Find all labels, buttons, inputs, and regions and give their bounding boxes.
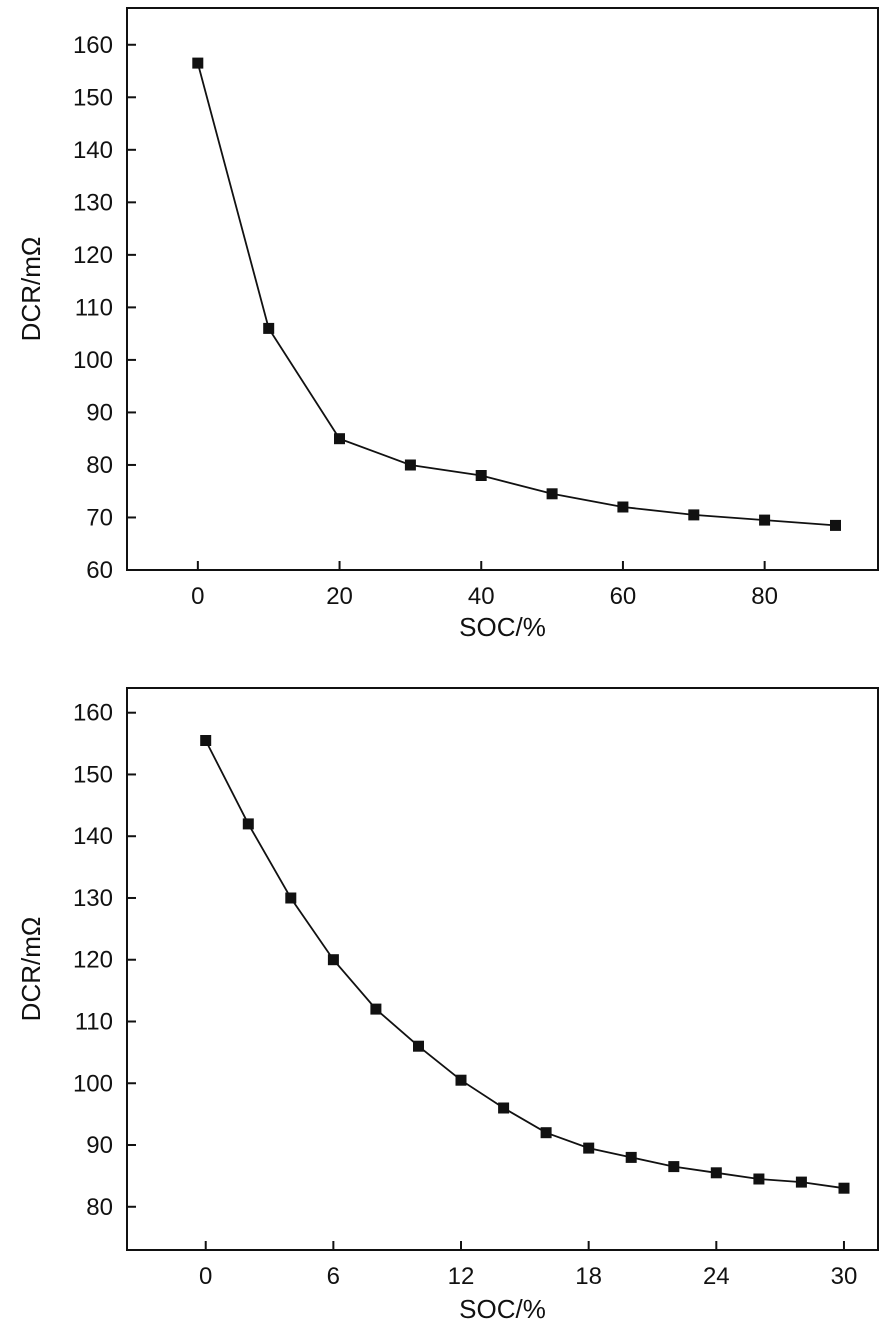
x-tick-label: 40 (468, 583, 495, 610)
y-tick-label: 150 (73, 761, 113, 788)
data-point-marker (413, 1040, 424, 1052)
data-point-marker (583, 1142, 595, 1154)
y-tick-label: 80 (86, 452, 113, 479)
data-point-marker (625, 1151, 637, 1163)
y-tick-label: 120 (73, 242, 113, 269)
data-point-marker (759, 514, 771, 526)
y-axis-title: DCR/mΩ (16, 237, 46, 342)
data-point-marker (546, 488, 558, 500)
plot-frame (126, 687, 879, 1251)
data-point-marker (370, 1003, 382, 1015)
data-point-marker (668, 1161, 680, 1173)
chart-dcr-vs-soc-low-range-svg: 0 6 12 18 24 30 80 90 100 110 120 130 140 150 160 SOC/%… (16, 687, 879, 1324)
x-tick-label: 12 (448, 1263, 475, 1290)
y-axis-ticks: 60 70 80 90 100 110 120 130 140 150 160 (73, 32, 136, 584)
data-point-marker (475, 470, 487, 481)
data-series-line (196, 62, 836, 527)
data-point-marker (688, 509, 700, 521)
x-tick-label: 18 (575, 1263, 602, 1290)
y-tick-label: 140 (73, 137, 113, 164)
y-tick-label: 70 (86, 504, 113, 531)
data-point-marker (200, 735, 212, 746)
x-tick-label: 24 (703, 1263, 730, 1290)
y-tick-label: 120 (73, 947, 113, 974)
y-tick-label: 90 (86, 399, 113, 426)
y-tick-label: 110 (75, 1008, 113, 1035)
data-series-markers (200, 735, 850, 1194)
y-tick-label: 160 (73, 32, 113, 59)
data-point-marker (617, 501, 629, 513)
chart-dcr-vs-soc-low-range: 0 6 12 18 24 30 80 90 100 110 120 130 140 150 160 SOC/%… (0, 652, 886, 1333)
data-point-marker (753, 1173, 765, 1185)
data-point-marker (404, 459, 416, 471)
y-axis-title: DCR/mΩ (16, 917, 46, 1022)
y-tick-label: 130 (73, 885, 113, 912)
data-point-marker (327, 954, 339, 966)
data-point-marker (710, 1167, 722, 1179)
y-tick-label: 100 (73, 1070, 113, 1097)
data-point-marker (498, 1102, 510, 1114)
x-tick-label: 60 (610, 583, 637, 610)
x-tick-label: 30 (831, 1263, 858, 1290)
data-series-line (204, 740, 845, 1190)
y-tick-label: 110 (75, 294, 113, 321)
x-axis-ticks: 0 6 12 18 24 30 (199, 1241, 857, 1290)
chart-dcr-vs-soc-full-range: 0 20 40 60 80 60 70 80 90 100 110 120 130 140 150 160 SO… (0, 0, 886, 652)
data-point-marker (192, 57, 204, 69)
x-tick-label: 6 (327, 1263, 340, 1290)
y-axis-ticks: 80 90 100 110 120 130 140 150 160 (73, 700, 136, 1221)
data-point-marker (285, 892, 297, 904)
y-tick-label: 160 (73, 700, 113, 727)
data-point-marker (838, 1182, 850, 1194)
data-point-marker (263, 322, 275, 334)
y-tick-label: 140 (73, 823, 113, 850)
data-point-marker (455, 1074, 467, 1086)
x-tick-label: 20 (326, 583, 353, 610)
data-point-marker (242, 818, 254, 830)
x-tick-label: 0 (199, 1263, 212, 1290)
x-axis-ticks: 0 20 40 60 80 (191, 561, 778, 610)
y-tick-label: 130 (73, 189, 113, 216)
y-tick-label: 100 (73, 347, 113, 374)
data-series-markers (192, 57, 841, 531)
data-point-marker (540, 1127, 552, 1139)
plot-frame (126, 7, 879, 571)
data-point-marker (830, 519, 841, 531)
y-tick-label: 150 (73, 84, 113, 111)
y-tick-label: 90 (86, 1132, 113, 1159)
x-tick-label: 80 (751, 583, 778, 610)
y-tick-label: 80 (86, 1194, 113, 1221)
y-tick-label: 60 (86, 557, 113, 584)
data-point-marker (795, 1176, 807, 1188)
data-point-marker (334, 433, 345, 445)
chart-dcr-vs-soc-full-range-svg: 0 20 40 60 80 60 70 80 90 100 110 120 130 140 150 160 SO… (16, 7, 879, 642)
x-axis-title: SOC/% (459, 1294, 546, 1324)
x-axis-title: SOC/% (459, 612, 546, 642)
x-tick-label: 0 (191, 583, 204, 610)
